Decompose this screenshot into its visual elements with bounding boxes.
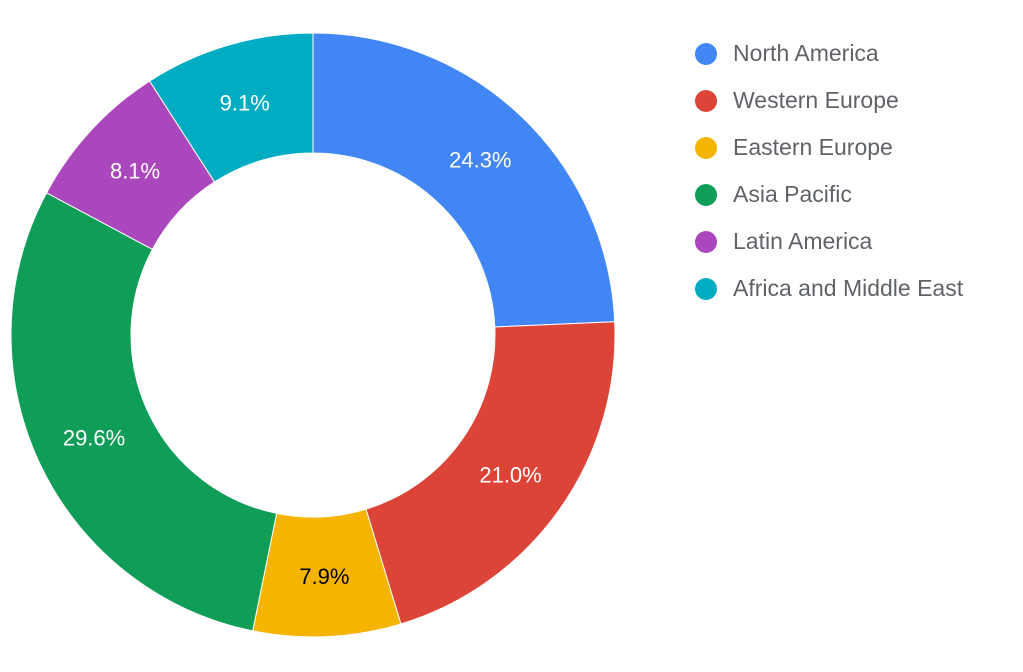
legend-label: Eastern Europe [733,134,893,160]
legend-swatch [695,230,717,253]
legend-label: North America [733,40,879,66]
slice-label-latin-america: 8.1% [110,159,160,184]
chart-legend: North America Western Europe Eastern Europ… [695,30,963,312]
legend-swatch [695,42,717,65]
slice-label-western-europe: 21.0% [479,462,541,487]
legend-swatch [695,136,717,159]
slice-label-eastern-europe: 7.9% [299,564,349,589]
legend-item-north-america: North America [695,30,963,77]
legend-item-africa-and-middle-east: Africa and Middle East [695,265,963,312]
legend-swatch [695,183,717,206]
legend-item-western-europe: Western Europe [695,77,963,124]
legend-label: Western Europe [733,87,899,113]
slice-label-africa-and-middle-east: 9.1% [220,90,270,115]
slice-asia-pacific [10,192,278,632]
legend-item-eastern-europe: Eastern Europe [695,124,963,171]
legend-swatch [695,89,717,112]
legend-label: Latin America [733,228,873,254]
slice-africa-and-middle-east [148,32,314,183]
slice-labels: 24.3% 21.0% 7.9% 29.6% 8.1% 9.1% [63,90,542,589]
slice-label-north-america: 24.3% [449,148,511,173]
legend-swatch [695,277,717,300]
slice-label-asia-pacific: 29.6% [63,426,125,451]
donut-slices [10,32,616,638]
legend-item-asia-pacific: Asia Pacific [695,171,963,218]
slice-western-europe [365,321,616,625]
legend-label: Africa and Middle East [733,275,964,301]
legend-item-latin-america: Latin America [695,218,963,265]
legend-label: Asia Pacific [733,181,852,207]
slice-north-america [312,32,616,328]
